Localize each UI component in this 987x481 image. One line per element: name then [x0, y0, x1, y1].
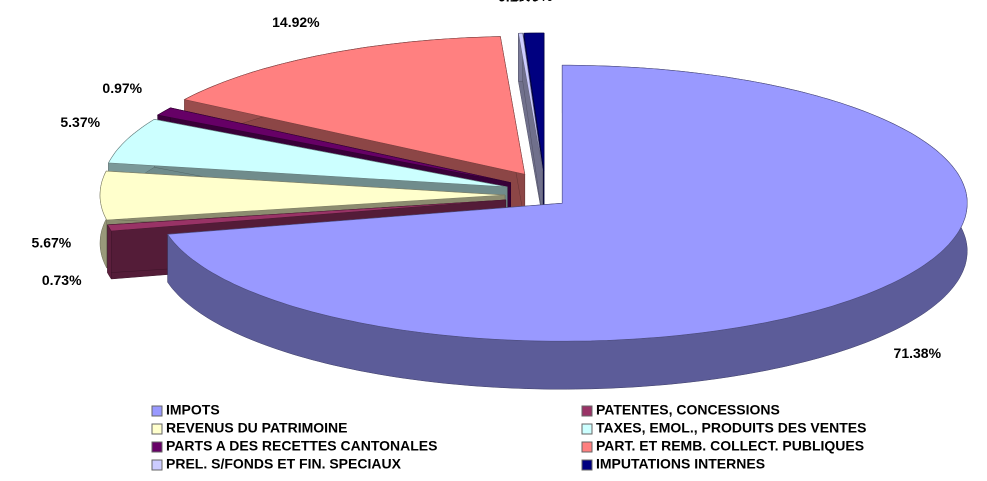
- legend-swatch: [151, 459, 163, 471]
- legend-swatch: [581, 405, 593, 417]
- slice-tops: [99, 32, 968, 342]
- data-label: 0.97%: [102, 80, 142, 96]
- legend-label: IMPOTS: [166, 402, 220, 418]
- legend-swatch: [151, 405, 163, 417]
- data-label: 14.92%: [272, 14, 320, 30]
- legend-label: TAXES, EMOL., PRODUITS DES VENTES: [596, 420, 866, 436]
- legend-swatch: [581, 441, 593, 453]
- legend-swatch: [151, 441, 163, 453]
- slice: [99, 170, 506, 221]
- slice: [518, 32, 544, 172]
- legend-label: PATENTES, CONCESSIONS: [596, 402, 780, 418]
- data-label: 0.79%: [513, 0, 553, 4]
- slice: [167, 64, 968, 342]
- slice-side: [107, 223, 112, 280]
- legend-label: PARTS A DES RECETTES CANTONALES: [166, 438, 437, 454]
- legend-swatch: [581, 423, 593, 435]
- data-label: 71.38%: [894, 345, 942, 361]
- legend-label: REVENUS DU PATRIMOINE: [166, 420, 348, 436]
- legend-label: PREL. S/FONDS ET FIN. SPECIAUX: [166, 456, 402, 472]
- data-label: 5.37%: [60, 114, 100, 130]
- slice: [183, 36, 526, 175]
- data-label: 0.17%: [498, 0, 538, 4]
- slice: [523, 32, 545, 172]
- legend-swatch: [151, 423, 163, 435]
- legend-label: IMPUTATIONS INTERNES: [596, 456, 765, 472]
- data-label: 5.67%: [32, 234, 72, 250]
- data-label: 0.73%: [42, 272, 82, 288]
- legend-swatch: [581, 459, 593, 471]
- legend-label: PART. ET REMB. COLLECT. PUBLIQUES: [596, 438, 864, 454]
- slice: [107, 199, 506, 232]
- slice: [156, 107, 511, 183]
- slice: [108, 118, 508, 188]
